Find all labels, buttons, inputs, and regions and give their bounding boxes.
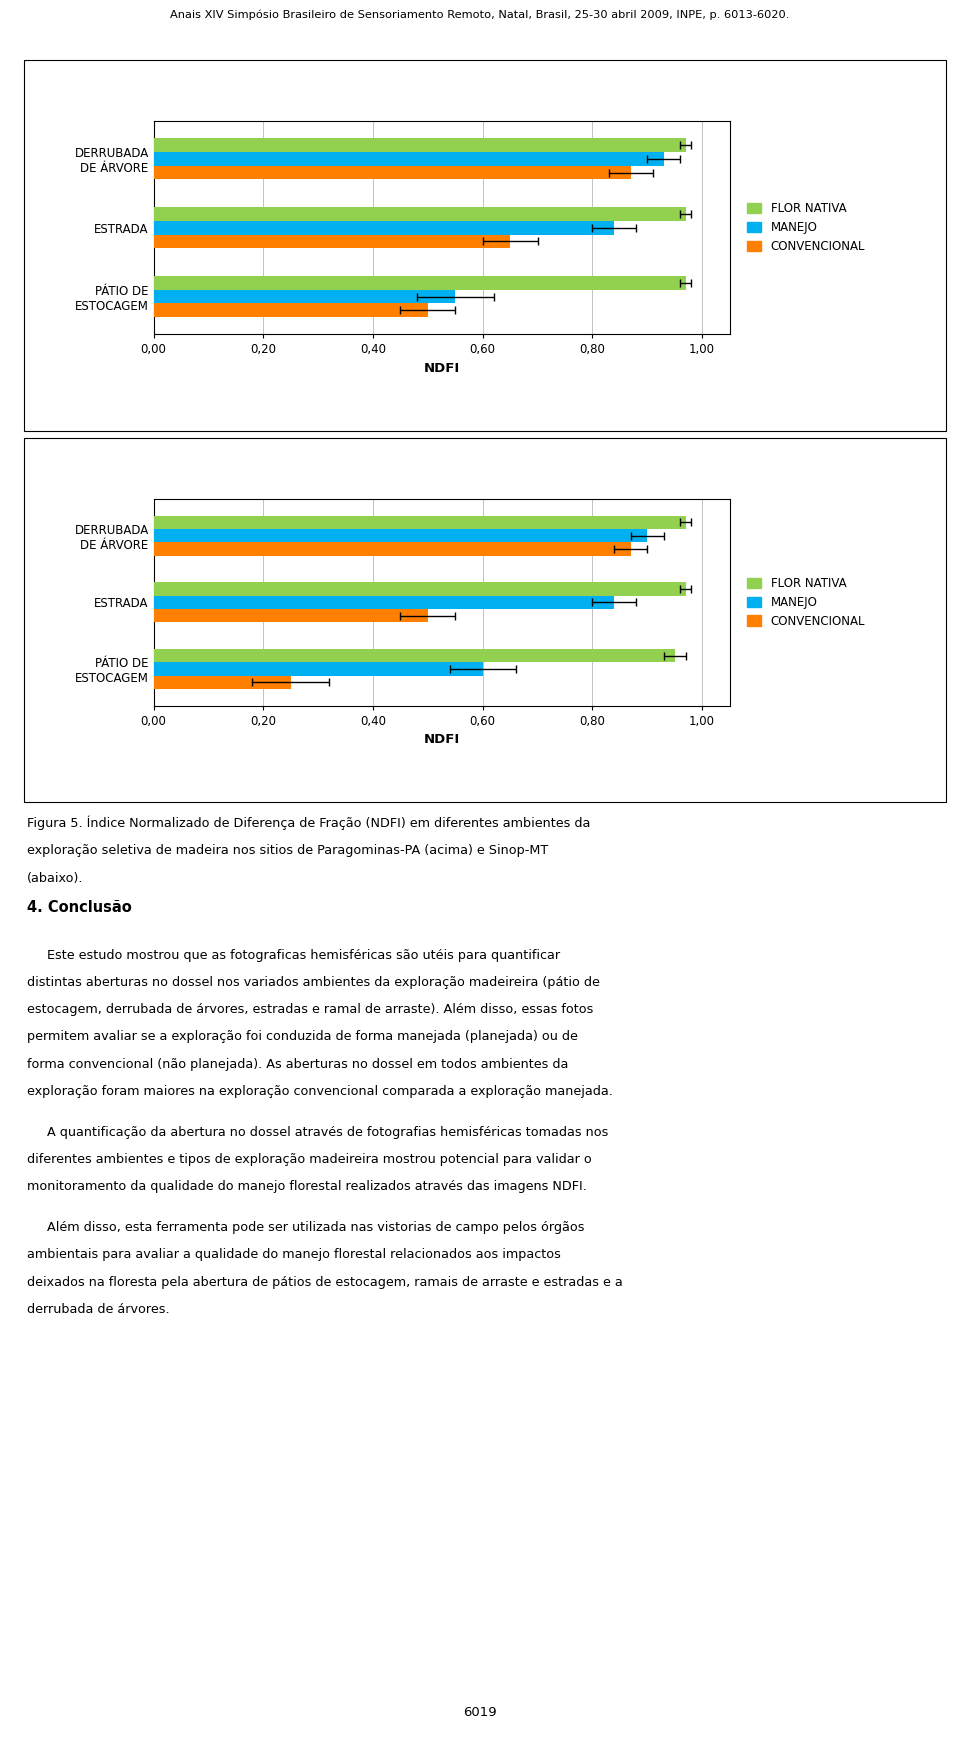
Text: exploração seletiva de madeira nos sitios de Paragominas-PA (acima) e Sinop-MT: exploração seletiva de madeira nos sitio… — [27, 844, 548, 856]
Bar — [154, 676, 291, 688]
Bar — [154, 609, 428, 622]
Bar — [154, 583, 685, 595]
Text: A quantificação da abertura no dossel através de fotografias hemisféricas tomada: A quantificação da abertura no dossel at… — [27, 1126, 609, 1138]
Bar — [154, 650, 675, 662]
Bar — [154, 277, 685, 289]
Bar — [154, 543, 631, 555]
Text: monitoramento da qualidade do manejo florestal realizados através das imagens ND: monitoramento da qualidade do manejo flo… — [27, 1180, 587, 1192]
Text: Anais XIV Simpósio Brasileiro de Sensoriamento Remoto, Natal, Brasil, 25-30 abri: Anais XIV Simpósio Brasileiro de Sensori… — [170, 11, 790, 19]
Text: forma convencional (não planejada). As aberturas no dossel em todos ambientes da: forma convencional (não planejada). As a… — [27, 1058, 568, 1070]
Bar — [154, 152, 663, 166]
Text: deixados na floresta pela abertura de pátios de estocagem, ramais de arraste e e: deixados na floresta pela abertura de pá… — [27, 1275, 623, 1289]
Text: diferentes ambientes e tipos de exploração madeireira mostrou potencial para val: diferentes ambientes e tipos de exploraç… — [27, 1154, 591, 1166]
Bar — [154, 166, 631, 179]
Bar — [154, 138, 685, 152]
Bar — [154, 303, 428, 317]
Bar — [154, 529, 647, 543]
Text: Além disso, esta ferramenta pode ser utilizada nas vistorias de campo pelos órgã: Além disso, esta ferramenta pode ser uti… — [27, 1222, 585, 1234]
Text: 6019: 6019 — [463, 1707, 497, 1719]
X-axis label: NDFI: NDFI — [423, 734, 460, 746]
Text: distintas aberturas no dossel nos variados ambientes da exploração madeireira (p: distintas aberturas no dossel nos variad… — [27, 977, 600, 989]
Bar — [154, 235, 510, 249]
Text: (abaixo).: (abaixo). — [27, 872, 84, 884]
Text: estocagem, derrubada de árvores, estradas e ramal de arraste). Além disso, essas: estocagem, derrubada de árvores, estrada… — [27, 1003, 593, 1016]
X-axis label: NDFI: NDFI — [423, 362, 460, 375]
Legend: FLOR NATIVA, MANEJO, CONVENCIONAL: FLOR NATIVA, MANEJO, CONVENCIONAL — [747, 201, 865, 254]
Bar — [154, 517, 685, 529]
Bar — [154, 662, 483, 676]
Bar — [154, 221, 614, 235]
Bar — [154, 595, 614, 609]
Text: derrubada de árvores.: derrubada de árvores. — [27, 1303, 170, 1315]
Bar — [154, 207, 685, 221]
Bar — [154, 289, 455, 303]
Legend: FLOR NATIVA, MANEJO, CONVENCIONAL: FLOR NATIVA, MANEJO, CONVENCIONAL — [747, 576, 865, 629]
Text: exploração foram maiores na exploração convencional comparada a exploração manej: exploração foram maiores na exploração c… — [27, 1084, 612, 1098]
Text: ambientais para avaliar a qualidade do manejo florestal relacionados aos impacto: ambientais para avaliar a qualidade do m… — [27, 1248, 561, 1261]
Text: Este estudo mostrou que as fotograficas hemisféricas são utéis para quantificar: Este estudo mostrou que as fotograficas … — [27, 949, 560, 961]
Text: permitem avaliar se a exploração foi conduzida de forma manejada (planejada) ou : permitem avaliar se a exploração foi con… — [27, 1030, 578, 1044]
Text: Figura 5. Índice Normalizado de Diferença de Fração (NDFI) em diferentes ambient: Figura 5. Índice Normalizado de Diferenç… — [27, 816, 590, 830]
Text: 4. Conclusão: 4. Conclusão — [27, 900, 132, 916]
